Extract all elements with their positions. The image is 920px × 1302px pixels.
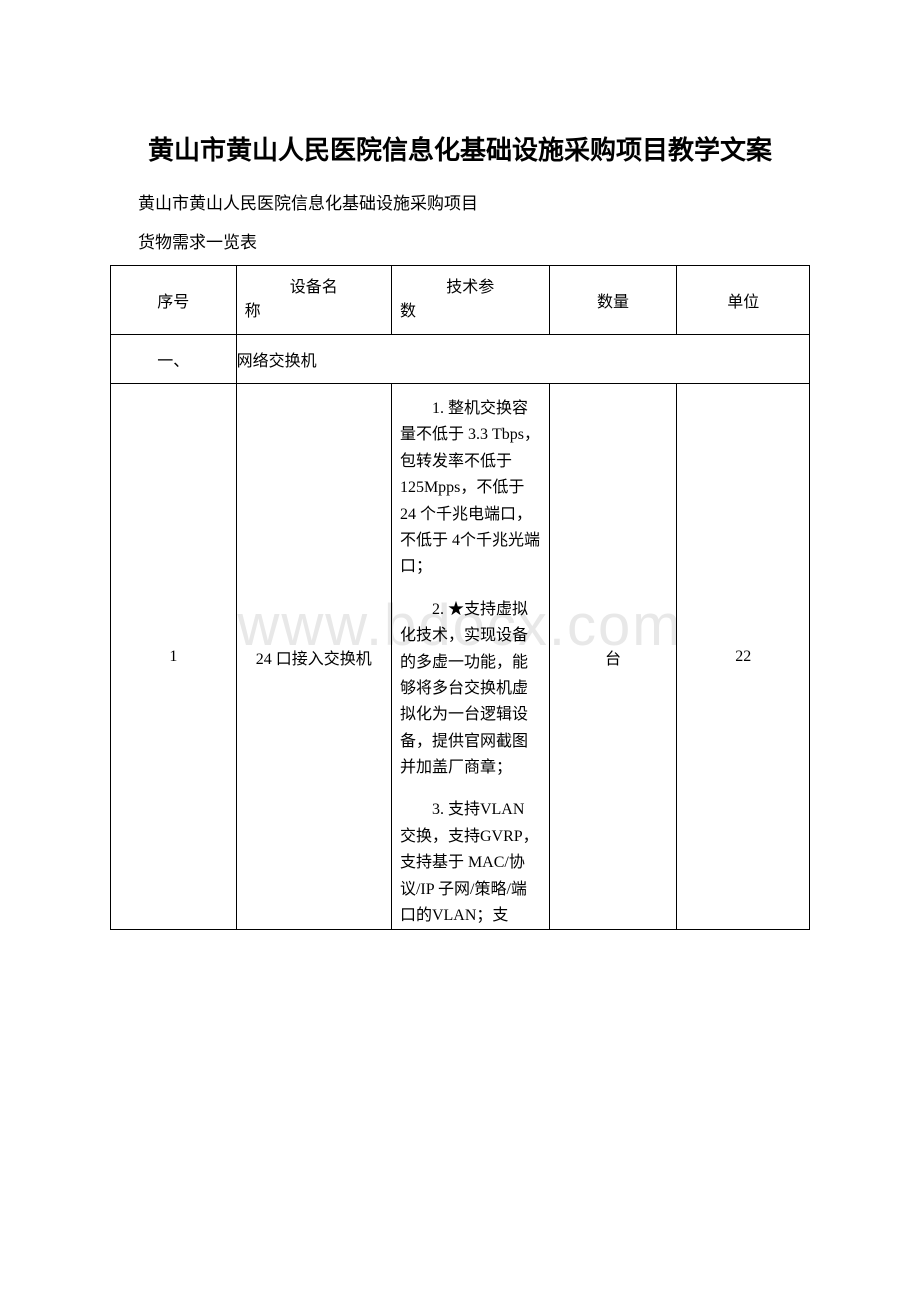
spec-item-3: 3. 支持VLAN 交换，支持GVRP，支持基于 MAC/协议/IP 子网/策略… — [400, 797, 541, 929]
section-name: 网络交换机 — [236, 335, 809, 384]
section-seq: 一、 — [111, 335, 237, 384]
row-qty: 台 — [549, 384, 677, 930]
header-name: 设备名 称 — [236, 266, 391, 335]
header-seq: 序号 — [111, 266, 237, 335]
header-spec-line1: 技术参 — [396, 276, 545, 300]
row-unit: 22 — [677, 384, 810, 930]
header-name-line2: 称 — [241, 300, 387, 324]
document-title: 黄山市黄山人民医院信息化基础设施采购项目教学文案 — [110, 130, 810, 167]
row-device-name: 24 口接入交换机 — [236, 384, 391, 930]
project-subtitle: 黄山市黄山人民医院信息化基础设施采购项目 — [138, 189, 810, 214]
header-unit: 单位 — [677, 266, 810, 335]
spec-item-2: 2. ★支持虚拟化技术，实现设备的多虚一功能，能够将多台交换机虚拟化为一台逻辑设… — [400, 597, 541, 782]
spec-item-1: 1. 整机交换容量不低于 3.3 Tbps，包转发率不低于125Mpps，不低于… — [400, 396, 541, 581]
table-caption: 货物需求一览表 — [138, 228, 810, 253]
row-spec: 1. 整机交换容量不低于 3.3 Tbps，包转发率不低于125Mpps，不低于… — [391, 384, 549, 930]
table-row: 1 24 口接入交换机 1. 整机交换容量不低于 3.3 Tbps，包转发率不低… — [111, 384, 810, 930]
header-spec: 技术参 数 — [391, 266, 549, 335]
row-seq: 1 — [111, 384, 237, 930]
header-qty: 数量 — [549, 266, 677, 335]
table-header-row: 序号 设备名 称 技术参 数 数量 单位 — [111, 266, 810, 335]
table-section-row: 一、 网络交换机 — [111, 335, 810, 384]
header-name-line1: 设备名 — [241, 276, 387, 300]
header-spec-line2: 数 — [396, 300, 545, 324]
requirements-table: 序号 设备名 称 技术参 数 数量 单位 一、 网络交换机 1 24 口接入交换… — [110, 265, 810, 930]
document-content: 黄山市黄山人民医院信息化基础设施采购项目教学文案 黄山市黄山人民医院信息化基础设… — [110, 130, 810, 930]
